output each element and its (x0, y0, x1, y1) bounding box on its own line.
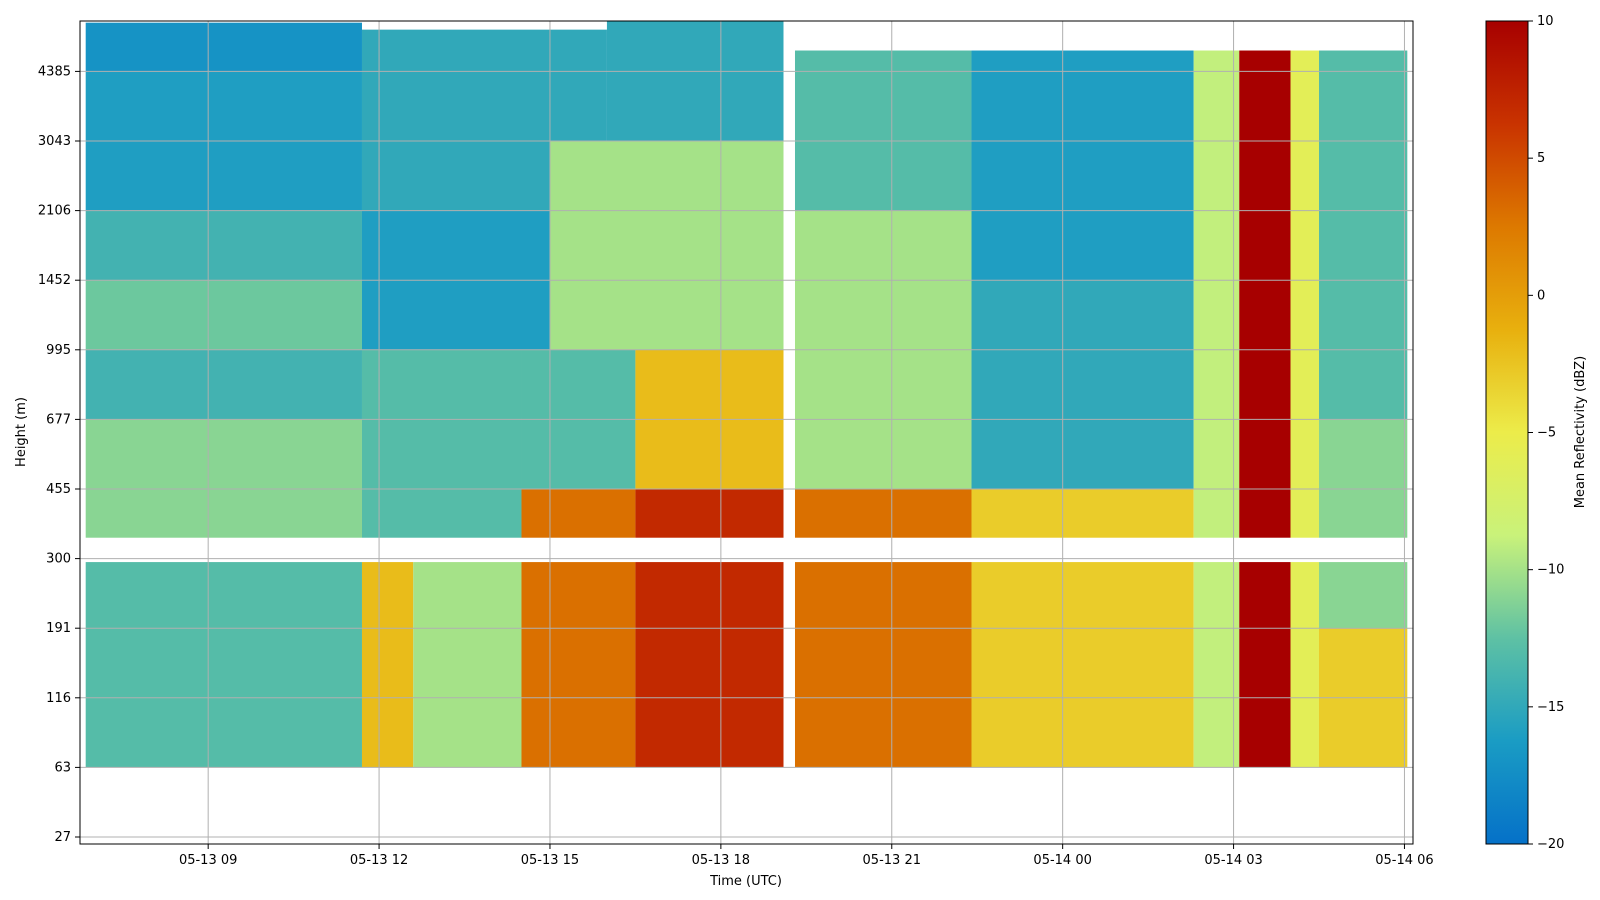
colorbar-tick-label: −20 (1537, 837, 1564, 852)
x-tick-label: 05-14 06 (1375, 853, 1433, 868)
heat-cell (361, 349, 522, 559)
heat-cell (413, 558, 522, 768)
data-gap-column (783, 21, 795, 844)
heatmap-cells (80, 21, 1413, 844)
y-tick-label: 3043 (38, 134, 71, 149)
heat-cell (85, 280, 362, 350)
heat-cell (1239, 50, 1291, 768)
heat-cell (1290, 50, 1320, 768)
x-tick-label: 05-13 09 (179, 853, 237, 868)
heat-cell (971, 50, 1194, 281)
x-axis-ticks: 05-13 09 05-13 12 05-13 15 05-13 18 05-13 21… (179, 844, 1434, 868)
grid-lines (80, 21, 1413, 844)
heat-cell (549, 141, 784, 350)
colorbar-tick-label: −15 (1537, 700, 1564, 715)
data-gap-band (80, 537, 1413, 563)
y-tick-label: 1452 (38, 273, 71, 288)
heat-cell (1319, 419, 1408, 629)
heat-cell (794, 50, 972, 211)
heat-cell (85, 71, 362, 141)
y-tick-label: 300 (46, 552, 71, 567)
heat-cell (85, 558, 362, 768)
y-tick-label: 4385 (38, 64, 71, 79)
y-tick-label: 2106 (38, 204, 71, 219)
heat-cell (85, 349, 362, 420)
x-tick-label: 05-14 03 (1204, 853, 1262, 868)
colorbar-tick-label: −10 (1537, 563, 1564, 578)
x-tick-label: 05-13 15 (521, 853, 579, 868)
y-axis-ticks: 27 63 116 191 300 455 677 995 1452 2106 3043 4385 (38, 64, 80, 845)
x-tick-label: 05-13 12 (350, 853, 408, 868)
y-tick-label: 191 (46, 621, 71, 636)
heat-cell (85, 141, 362, 211)
y-tick-label: 677 (46, 412, 71, 427)
colorbar-tick-label: 5 (1537, 151, 1545, 166)
x-tick-label: 05-13 18 (692, 853, 750, 868)
y-tick-label: 116 (46, 691, 71, 706)
heat-cell (971, 280, 1194, 489)
heat-cell (85, 210, 362, 281)
heat-cell (85, 22, 362, 72)
x-axis-label: Time (UTC) (709, 874, 782, 889)
colorbar (1485, 20, 1529, 845)
colorbar-tick-label: 0 (1537, 288, 1545, 303)
heat-cell (606, 21, 784, 141)
plot-frame (79, 20, 1414, 845)
y-axis-label: Height (m) (14, 397, 29, 467)
heat-cell (1319, 50, 1408, 420)
colorbar-label: Mean Reflectivity (dBZ) (1573, 356, 1588, 509)
x-tick-label: 05-13 21 (863, 853, 921, 868)
y-tick-label: 27 (54, 830, 71, 845)
colorbar-ticks: 10 5 0 −5 −10 −15 −20 (1528, 14, 1564, 852)
x-tick-label: 05-14 00 (1033, 853, 1091, 868)
colorbar-tick-label: −5 (1537, 426, 1556, 441)
y-tick-label: 995 (46, 343, 71, 358)
heat-cell (1193, 50, 1240, 768)
y-tick-label: 63 (54, 760, 71, 775)
y-tick-label: 455 (46, 482, 71, 497)
colorbar-tick-label: 10 (1537, 14, 1554, 29)
